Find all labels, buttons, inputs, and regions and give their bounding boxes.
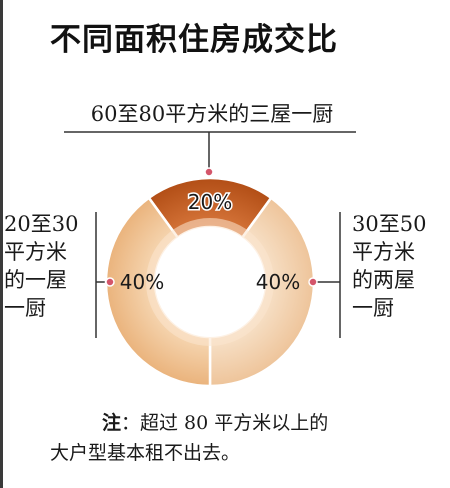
callout-left-line-1: 20至30 xyxy=(4,212,79,236)
data-label-slice-20-30: 40% xyxy=(120,270,164,294)
callout-left: 20至30 平方米 的一屋 一厨 xyxy=(4,210,90,322)
leader-dot-top xyxy=(204,167,214,177)
callout-right-line-2: 平方米 xyxy=(352,240,415,264)
leader-lines xyxy=(64,131,356,338)
callout-top: 60至80平方米的三屋一厨 xyxy=(90,102,334,126)
callout-right-line-4: 一厨 xyxy=(352,296,394,320)
callout-left-line-3: 的一屋 xyxy=(4,268,67,292)
footnote-text-1: ：超过 80 平方米以上的 xyxy=(121,412,329,434)
footnote-line-2: 大户型基本租不出去。 xyxy=(50,442,241,464)
leader-dots xyxy=(105,167,318,287)
donut-hole xyxy=(155,227,265,337)
chart-title: 不同面积住房成交比 xyxy=(50,22,338,58)
callout-right-line-1: 30至50 xyxy=(352,212,427,236)
footnote: 注：超过 80 平方米以上的 大户型基本租不出去。 xyxy=(50,408,430,468)
leader-dot-left xyxy=(105,277,115,287)
leader-dot-right xyxy=(308,277,318,287)
footnote-label: 注 xyxy=(102,412,122,434)
data-label-slice-30-50: 40% xyxy=(256,270,300,294)
callout-right: 30至50 平方米 的两屋 一厨 xyxy=(352,210,442,322)
callout-left-line-4: 一厨 xyxy=(4,296,46,320)
callout-left-line-2: 平方米 xyxy=(4,240,67,264)
footnote-line-1: 注：超过 80 平方米以上的 xyxy=(50,408,430,438)
data-label-slice-60-80: 20% xyxy=(188,190,232,214)
left-border-rule xyxy=(0,0,3,488)
callout-right-line-3: 的两屋 xyxy=(352,268,415,292)
donut-data-labels: 20% 40% 40% xyxy=(120,189,300,295)
